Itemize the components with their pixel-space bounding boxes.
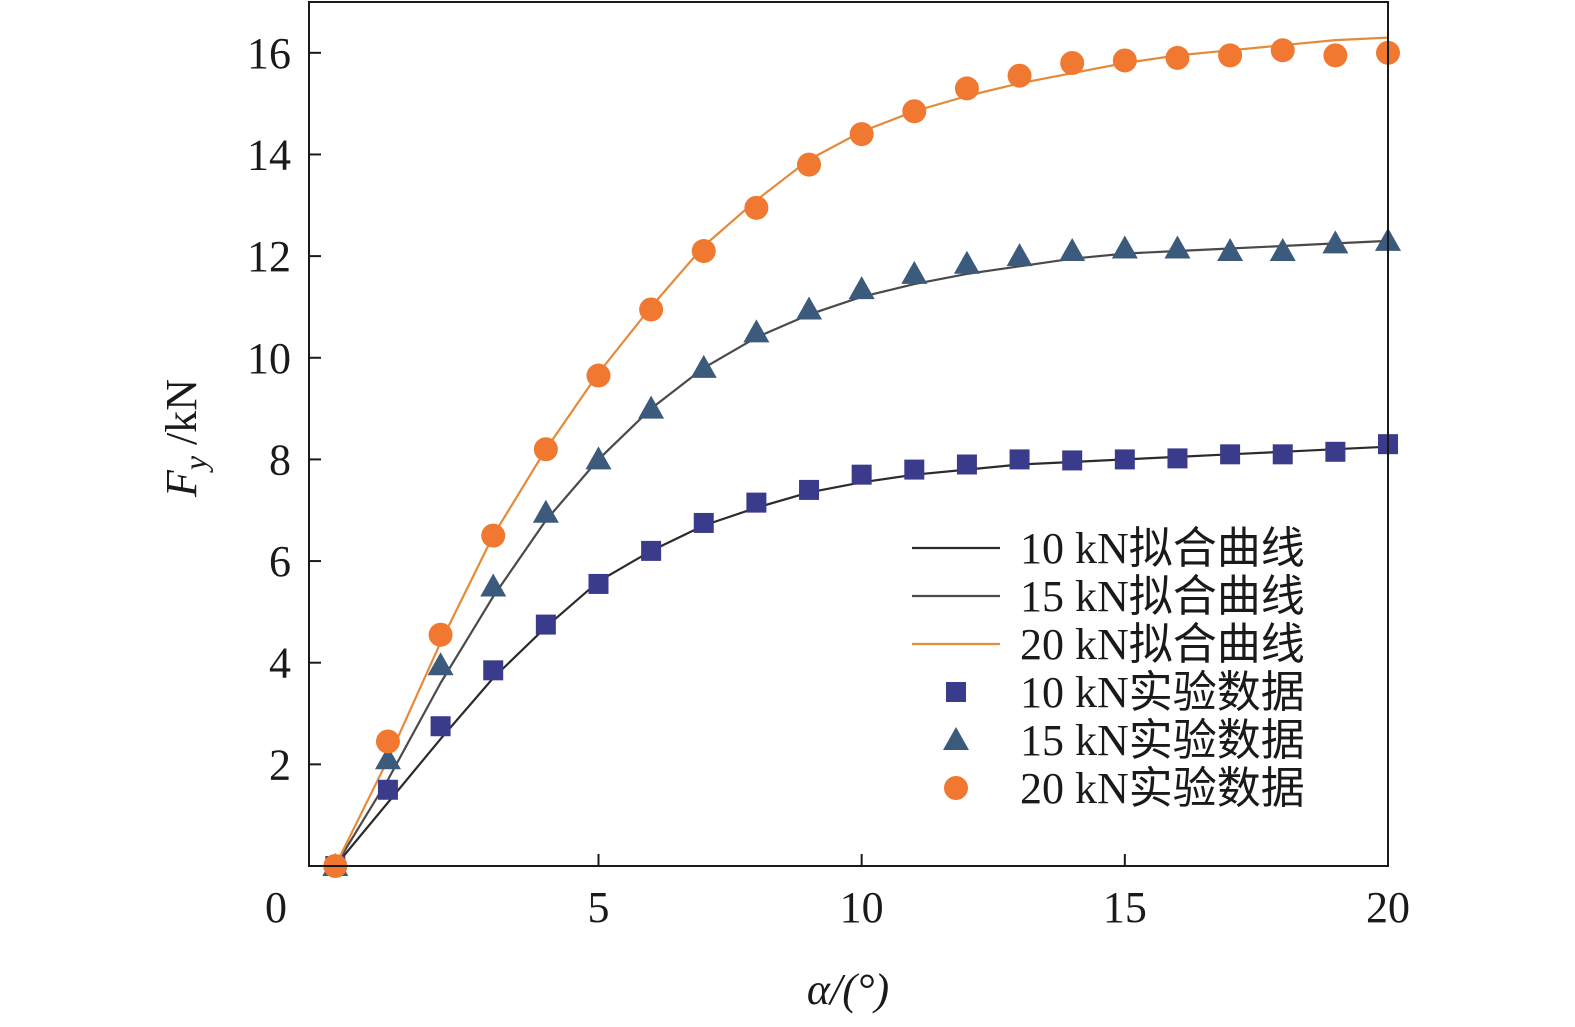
legend-swatch — [943, 727, 969, 750]
y-tick-label: 6 — [269, 537, 291, 586]
data-point — [481, 523, 506, 548]
legend-item: 15 kN拟合曲线 — [912, 572, 1305, 621]
legend-item: 10 kN实验数据 — [946, 668, 1305, 717]
data-point — [1114, 449, 1135, 470]
data-point — [743, 319, 770, 343]
data-point — [848, 276, 875, 300]
y-axis-label-unit: /kN — [157, 379, 206, 456]
data-point — [690, 354, 717, 378]
x-tick-label: 15 — [1103, 883, 1147, 932]
data-point — [638, 395, 665, 419]
data-point — [796, 296, 823, 320]
legend-label: 15 kN拟合曲线 — [1020, 572, 1305, 621]
data-point — [1009, 449, 1030, 470]
legend-item: 15 kN实验数据 — [943, 716, 1305, 765]
data-point — [746, 492, 767, 513]
data-point — [1217, 238, 1244, 262]
y-tick-label: 2 — [269, 740, 291, 789]
data-point — [1062, 450, 1083, 471]
data-point — [851, 464, 872, 485]
data-point — [902, 99, 927, 124]
data-point — [901, 260, 928, 284]
data-point — [904, 459, 925, 480]
data-point — [588, 573, 609, 594]
data-point — [585, 446, 612, 470]
y-tick-label: 8 — [269, 435, 291, 484]
data-point — [480, 573, 507, 597]
data-point — [641, 540, 662, 561]
data-point — [1270, 38, 1295, 63]
legend-label: 10 kN拟合曲线 — [1020, 524, 1305, 573]
data-point — [1164, 235, 1191, 259]
data-point — [691, 239, 716, 264]
data-point — [586, 363, 611, 388]
data-point — [427, 652, 454, 676]
data-point — [1060, 50, 1085, 75]
y-tick-label: 12 — [247, 232, 291, 281]
data-point — [1111, 235, 1138, 259]
data-point — [1220, 444, 1241, 465]
data-point — [533, 437, 558, 462]
data-point — [1165, 45, 1190, 70]
data-point — [797, 152, 822, 177]
marks-layer — [322, 36, 1401, 878]
y-tick-label: 10 — [247, 334, 291, 383]
data-point — [1325, 441, 1346, 462]
data-point — [375, 729, 400, 754]
series-5 — [323, 38, 1400, 878]
legend-swatch — [946, 682, 966, 702]
legend-label: 15 kN实验数据 — [1020, 716, 1305, 765]
data-point — [1272, 444, 1293, 465]
data-point — [430, 716, 451, 737]
x-tick-label: 5 — [587, 883, 609, 932]
data-point — [693, 512, 714, 533]
data-point — [1167, 448, 1188, 469]
legend-label: 10 kN实验数据 — [1020, 668, 1305, 717]
data-point — [1006, 243, 1033, 267]
data-point — [953, 250, 980, 274]
data-point — [535, 614, 556, 635]
y-tick-label: 4 — [269, 639, 291, 688]
y-tick-label: 14 — [247, 130, 291, 179]
data-point — [1112, 48, 1137, 73]
axes-layer: 5 10 15 20 0 2 4 6 8 10 12 14 16 — [247, 1, 1410, 932]
x-tick-label: 0 — [265, 883, 287, 932]
legend-label: 20 kN拟合曲线 — [1020, 620, 1305, 669]
legend-item: 20 kN实验数据 — [944, 764, 1305, 813]
series-3 — [325, 434, 1398, 876]
data-point — [1218, 43, 1243, 68]
y-axis-label: Fy /kN — [157, 379, 213, 498]
legend-label: 20 kN实验数据 — [1020, 764, 1305, 813]
x-tick-label: 10 — [840, 883, 884, 932]
data-point — [956, 454, 977, 475]
data-point — [849, 122, 874, 147]
data-point — [483, 660, 504, 681]
legend-item: 10 kN拟合曲线 — [912, 524, 1305, 573]
data-point — [374, 746, 401, 770]
data-point — [532, 499, 559, 523]
data-point — [1322, 230, 1349, 254]
data-point — [1323, 43, 1348, 68]
y-axis-label-sub: y — [177, 455, 213, 473]
y-axis-label-main: F — [157, 469, 206, 498]
data-point — [377, 779, 398, 800]
y-tick-label: 16 — [247, 29, 291, 78]
data-point — [1059, 238, 1086, 262]
legend-item: 20 kN拟合曲线 — [912, 620, 1305, 669]
data-point — [639, 297, 664, 322]
data-point — [428, 622, 453, 647]
data-point — [1269, 238, 1296, 262]
legend-swatch — [944, 776, 968, 800]
data-point — [744, 195, 769, 220]
x-axis-label: α/(°) — [807, 965, 889, 1014]
data-point — [954, 76, 979, 101]
x-tick-label: 20 — [1366, 883, 1410, 932]
data-point — [1007, 63, 1032, 88]
plot-frame — [308, 1, 1389, 867]
data-point — [799, 479, 820, 500]
